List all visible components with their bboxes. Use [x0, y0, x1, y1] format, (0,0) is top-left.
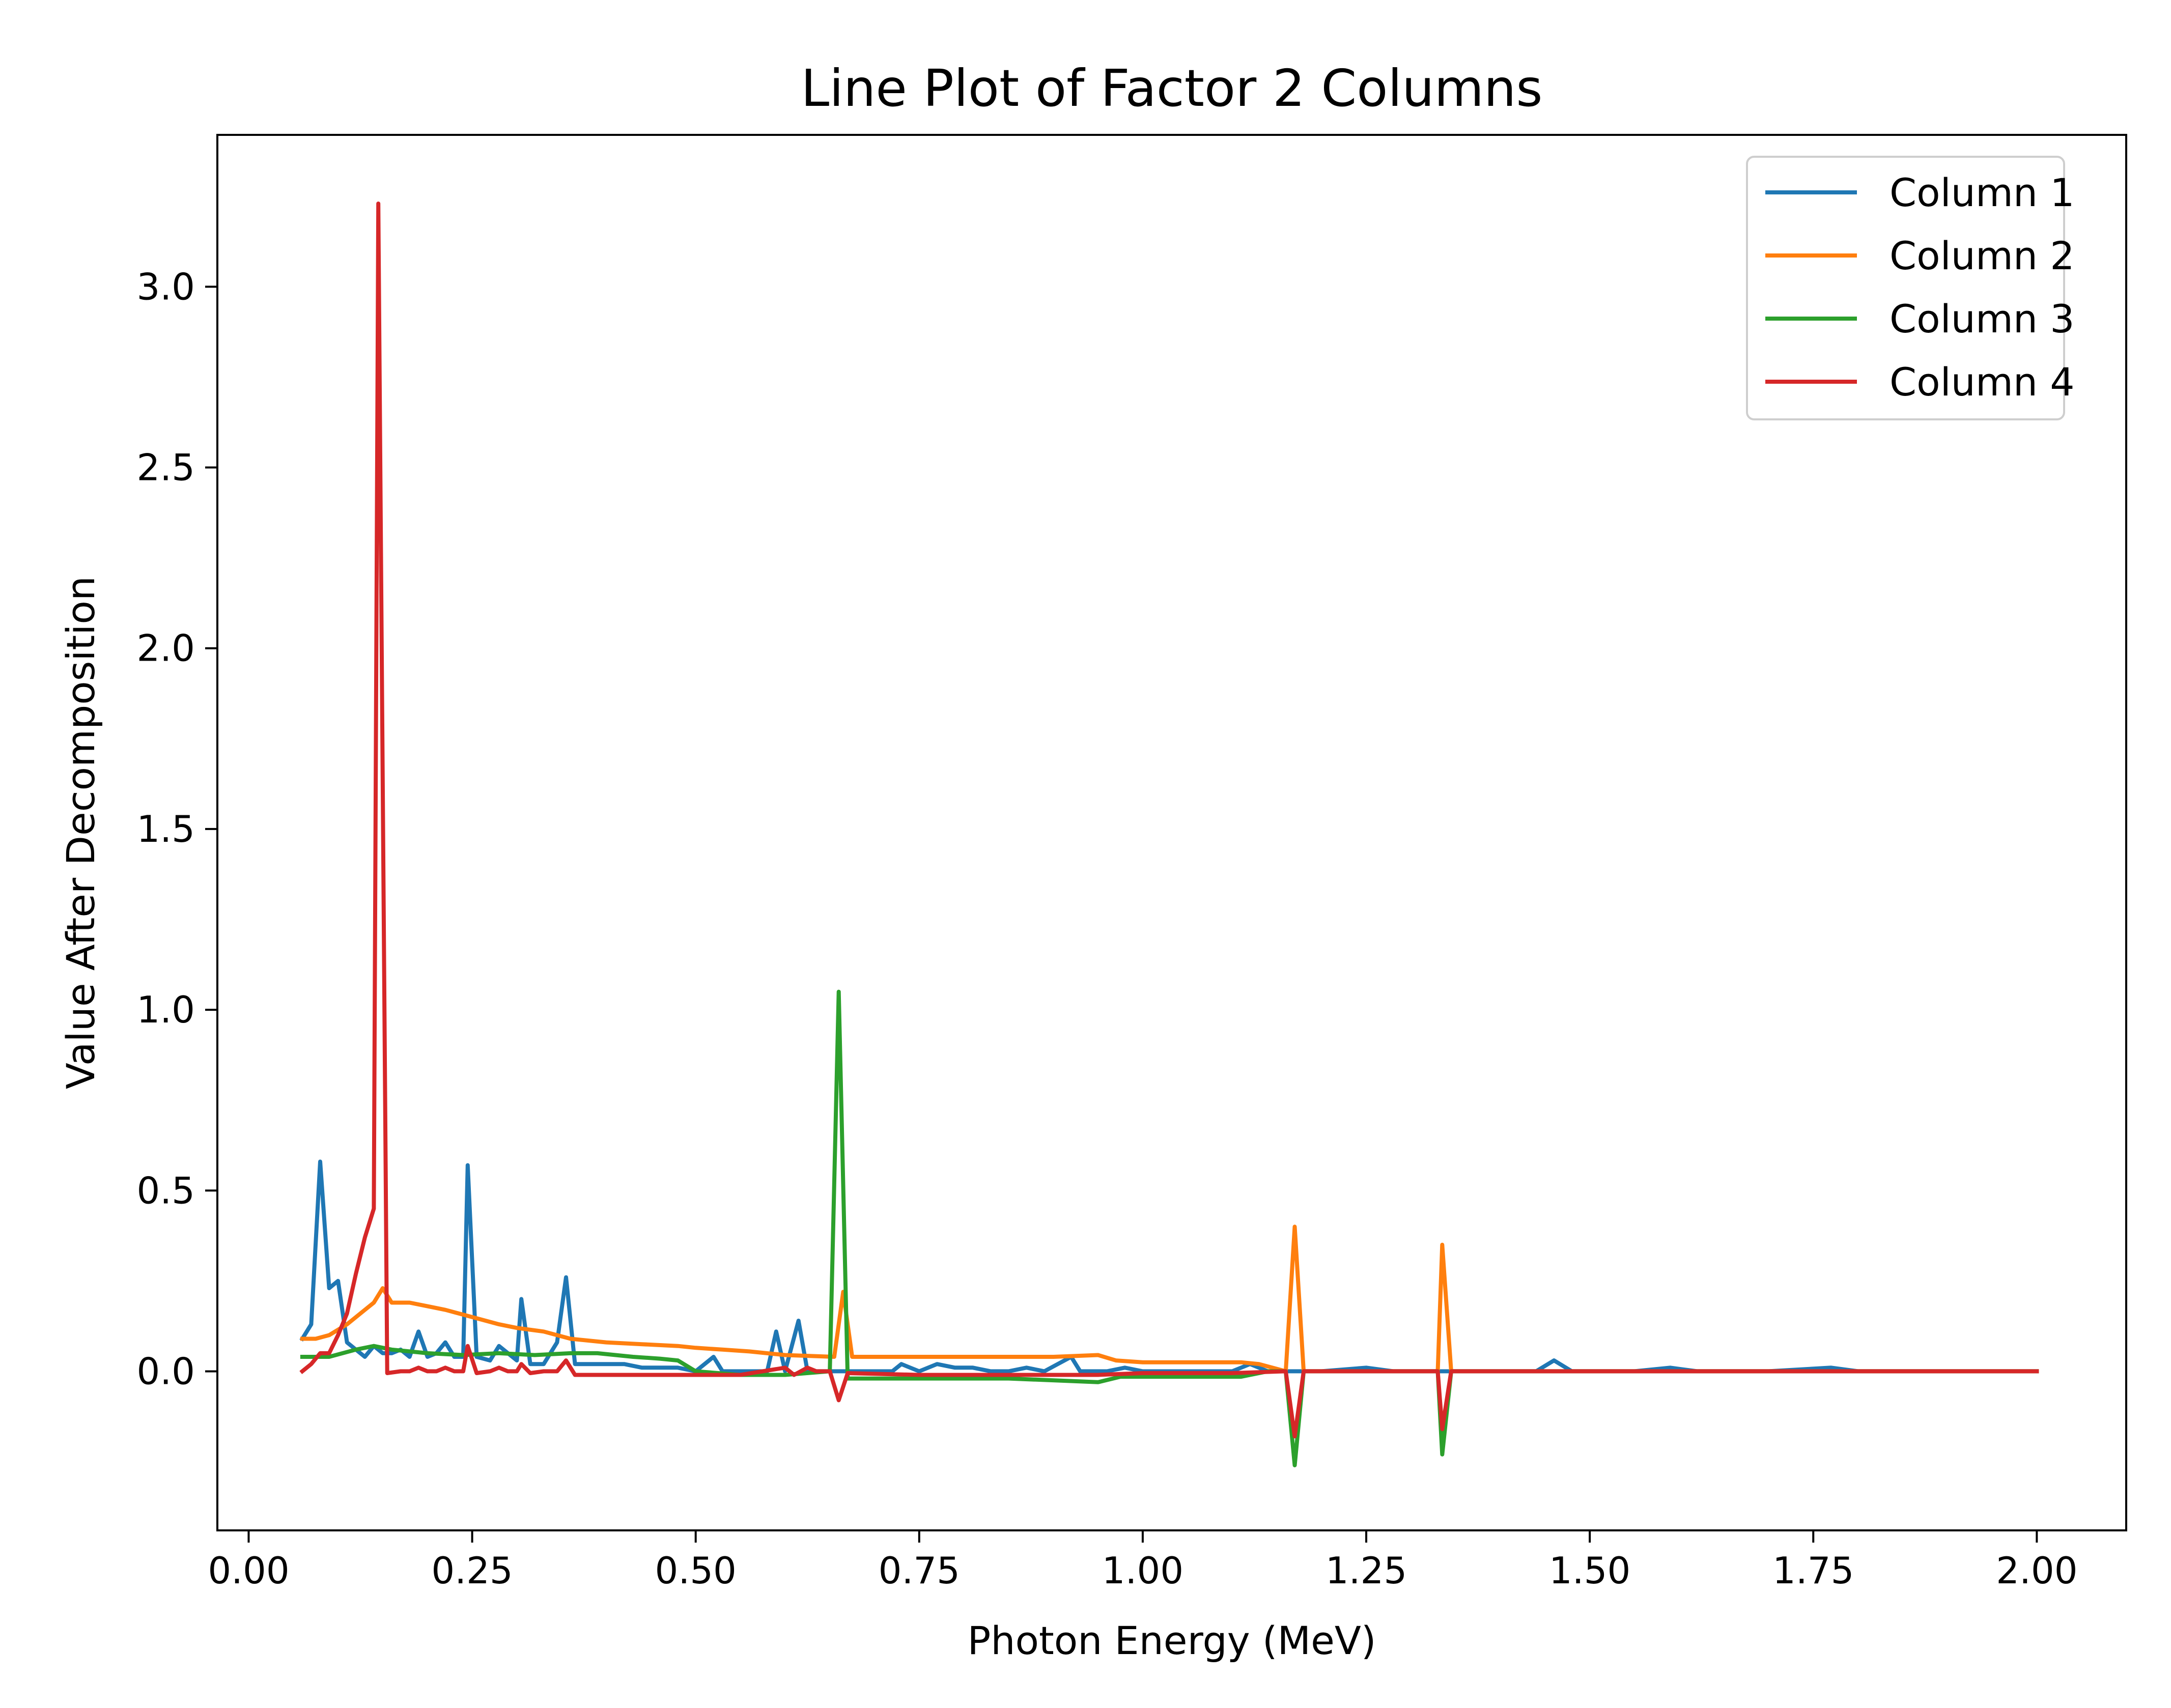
- y-tick-label: 0.0: [136, 1350, 195, 1392]
- x-axis-label: Photon Energy (MeV): [968, 1618, 1376, 1663]
- series-line-column-4: [299, 202, 2039, 1439]
- series-layer: [299, 202, 2039, 1468]
- x-tick-label: 0.50: [655, 1549, 737, 1592]
- y-tick-label: 2.0: [136, 627, 195, 670]
- chart-title: Line Plot of Factor 2 Columns: [801, 59, 1543, 118]
- plot-frame: [216, 134, 2127, 1531]
- x-tick-label: 0.25: [431, 1549, 513, 1592]
- x-tick-label: 1.25: [1326, 1549, 1407, 1592]
- x-tick-label: 2.00: [1996, 1549, 2077, 1592]
- legend-label-column-4: Column 4: [1890, 359, 2075, 405]
- legend: Column 1 Column 2 Column 3 Column 4: [1746, 156, 2075, 420]
- y-tick-label: 2.5: [136, 446, 195, 489]
- y-tick-label: 3.0: [136, 265, 195, 308]
- legend-box: [1746, 156, 2065, 420]
- y-tick-label: 0.5: [136, 1169, 195, 1212]
- x-tick-label: 0.00: [208, 1549, 289, 1592]
- x-tick-label: 1.75: [1772, 1549, 1854, 1592]
- y-axis: 0.0 0.5 1.0 1.5 2.0 2.5 3.0: [136, 265, 217, 1392]
- legend-label-column-1: Column 1: [1890, 170, 2075, 215]
- x-tick-label: 1.00: [1102, 1549, 1183, 1592]
- x-axis: 0.00 0.25 0.50 0.75 1.00 1.25 1.50 1.75 2.00: [208, 1530, 2078, 1592]
- x-tick-label: 1.50: [1549, 1549, 1630, 1592]
- legend-label-column-3: Column 3: [1890, 296, 2075, 341]
- x-tick-label: 0.75: [879, 1549, 960, 1592]
- legend-label-column-2: Column 2: [1890, 233, 2075, 278]
- y-axis-label: Value After Decomposition: [58, 576, 103, 1089]
- y-tick-label: 1.5: [136, 808, 195, 850]
- y-tick-label: 1.0: [136, 988, 195, 1031]
